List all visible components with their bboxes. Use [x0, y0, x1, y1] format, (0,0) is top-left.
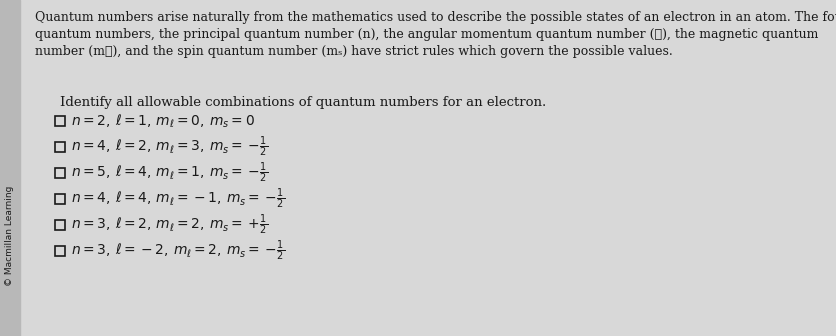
- Bar: [55, 246, 65, 256]
- Text: © Macmillan Learning: © Macmillan Learning: [6, 186, 14, 286]
- Text: $n = 3,\, \ell = 2,\, m_\ell = 2,\, m_s = +\!\frac{1}{2}$: $n = 3,\, \ell = 2,\, m_\ell = 2,\, m_s …: [71, 213, 268, 237]
- Bar: [55, 220, 65, 230]
- Bar: [55, 142, 65, 152]
- Text: Quantum numbers arise naturally from the mathematics used to describe the possib: Quantum numbers arise naturally from the…: [35, 11, 836, 24]
- Bar: [55, 194, 65, 204]
- Text: $n = 2,\, \ell = 1,\, m_\ell = 0,\, m_s = 0$: $n = 2,\, \ell = 1,\, m_\ell = 0,\, m_s …: [71, 112, 255, 130]
- Text: $n = 4,\, \ell = 2,\, m_\ell = 3,\, m_s = -\!\frac{1}{2}$: $n = 4,\, \ell = 2,\, m_\ell = 3,\, m_s …: [71, 135, 268, 159]
- Text: number (mℓ), and the spin quantum number (mₛ) have strict rules which govern the: number (mℓ), and the spin quantum number…: [35, 45, 673, 58]
- Bar: [0, 0, 20, 336]
- Text: quantum numbers, the principal quantum number (n), the angular momentum quantum : quantum numbers, the principal quantum n…: [35, 28, 818, 41]
- Text: $n = 3,\, \ell = -2,\, m_\ell = 2,\, m_s = -\!\frac{1}{2}$: $n = 3,\, \ell = -2,\, m_\ell = 2,\, m_s…: [71, 239, 285, 263]
- Text: Identify all allowable combinations of quantum numbers for an electron.: Identify all allowable combinations of q…: [60, 96, 546, 109]
- Bar: [55, 116, 65, 126]
- Text: $n = 5,\, \ell = 4,\, m_\ell = 1,\, m_s = -\!\frac{1}{2}$: $n = 5,\, \ell = 4,\, m_\ell = 1,\, m_s …: [71, 161, 268, 185]
- Bar: [55, 168, 65, 178]
- Text: $n = 4,\, \ell = 4,\, m_\ell = -1,\, m_s = -\!\frac{1}{2}$: $n = 4,\, \ell = 4,\, m_\ell = -1,\, m_s…: [71, 187, 285, 211]
